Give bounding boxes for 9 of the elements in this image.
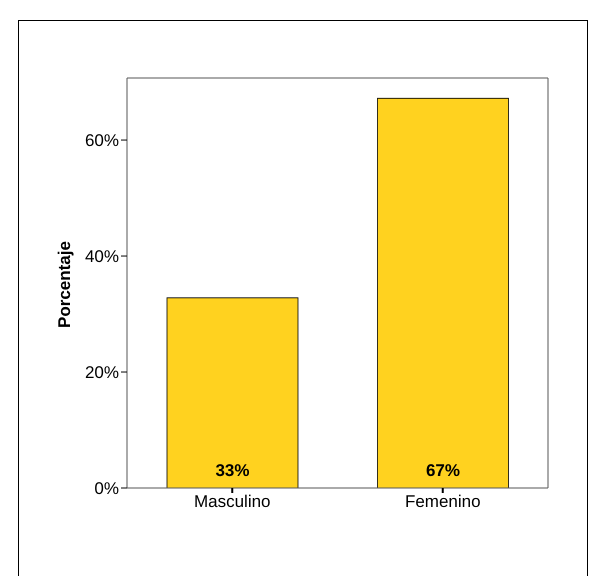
y-tick-label: 20% (84, 363, 119, 382)
x-tick-label: Femenino (404, 492, 481, 512)
y-axis-title: Porcentaje (55, 241, 74, 328)
data-label: 67% (426, 461, 460, 480)
y-tick-label: 40% (84, 247, 119, 266)
y-tick-label: 60% (84, 131, 119, 150)
x-tick-label: Masculino (194, 492, 271, 512)
data-label: 33% (215, 461, 250, 480)
y-tick-label: 0% (94, 479, 119, 498)
